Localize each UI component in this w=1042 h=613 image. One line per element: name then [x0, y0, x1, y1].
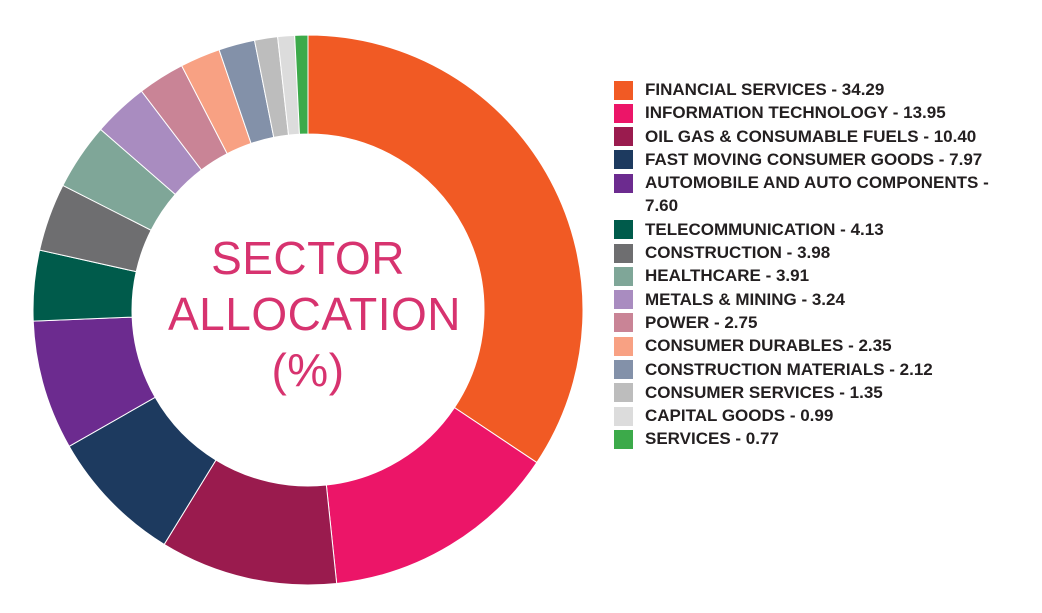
legend-item: CONSTRUCTION - 3.98: [614, 241, 1026, 264]
legend-label: CAPITAL GOODS: [645, 406, 786, 426]
legend-swatch: [614, 406, 633, 426]
legend-value: 4.13: [850, 219, 884, 239]
legend-item: SERVICES - 0.77: [614, 427, 1026, 450]
legend-swatch: [614, 127, 633, 147]
legend-value: 1.35: [849, 382, 883, 402]
legend-swatch: [614, 266, 633, 286]
legend-label: CONSUMER DURABLES: [645, 336, 844, 356]
legend-value: 0.77: [745, 429, 779, 449]
legend-value: 2.35: [858, 336, 892, 356]
legend-separator: -: [781, 243, 798, 263]
legend-swatch: [614, 383, 633, 403]
legend-item: OIL GAS & CONSUMABLE FUELS - 10.40: [614, 125, 1026, 148]
legend-value: 10.40: [933, 126, 977, 146]
legend-label: POWER: [645, 312, 710, 332]
legend-value: 13.95: [903, 103, 946, 123]
legend-value: 7.97: [949, 149, 983, 169]
legend-swatch: [614, 103, 633, 123]
legend-label: CONSTRUCTION: [645, 243, 782, 263]
legend-label: CONSTRUCTION MATERIALS: [645, 359, 885, 379]
legend-value: 7.60: [645, 196, 679, 216]
legend-separator: -: [934, 149, 950, 169]
legend-separator: -: [760, 266, 776, 286]
legend-item: TELECOMMUNICATION - 4.13: [614, 218, 1026, 241]
legend-separator: -: [835, 219, 851, 239]
legend-value: 2.12: [899, 359, 933, 379]
legend-item: CAPITAL GOODS - 0.99: [614, 404, 1026, 427]
legend-swatch: [614, 220, 633, 240]
legend-swatch: [614, 80, 633, 100]
legend-item: INFORMATION TECHNOLOGY - 13.95: [614, 101, 1026, 124]
legend-swatch: [614, 336, 633, 356]
legend-separator: -: [884, 359, 900, 379]
legend-value: 3.24: [811, 289, 845, 309]
legend-swatch: [614, 290, 633, 310]
legend-label: TELECOMMUNICATION: [645, 219, 836, 239]
legend-label: FAST MOVING CONSUMER GOODS: [645, 149, 935, 169]
legend: FINANCIAL SERVICES - 34.29 INFORMATION TE…: [614, 78, 1026, 451]
donut-slice: [294, 34, 309, 135]
donut-slice: [307, 34, 584, 464]
legend-separator: -: [730, 429, 746, 449]
legend-item: CONSUMER DURABLES - 2.35: [614, 334, 1026, 357]
legend-item: CONSUMER SERVICES - 1.35: [614, 381, 1026, 404]
legend-swatch: [614, 150, 633, 170]
legend-item: METALS & MINING - 3.24: [614, 288, 1026, 311]
legend-separator: -: [796, 289, 812, 309]
legend-swatch: [614, 313, 633, 333]
legend-item: POWER - 2.75: [614, 311, 1026, 334]
legend-item: FINANCIAL SERVICES - 34.29: [614, 78, 1026, 101]
legend-value: 2.75: [724, 312, 758, 332]
legend-label: CONSUMER SERVICES: [645, 382, 835, 402]
legend-label: OIL GAS & CONSUMABLE FUELS: [645, 126, 919, 146]
legend-item: CONSTRUCTION MATERIALS - 2.12: [614, 358, 1026, 381]
legend-item: AUTOMOBILE AND AUTO COMPONENTS - 7.60: [614, 171, 1026, 218]
legend-separator: -: [834, 382, 850, 402]
legend-separator: -: [843, 336, 859, 356]
legend-separator: -: [826, 80, 842, 99]
legend-value: 3.91: [775, 266, 810, 286]
legend-label: AUTOMOBILE AND AUTO COMPONENTS: [645, 173, 979, 193]
legend-separator: -: [888, 103, 904, 123]
legend-label: FINANCIAL SERVICES: [645, 80, 827, 99]
legend-label: INFORMATION TECHNOLOGY: [645, 103, 889, 123]
chart-title: SECTOR ALLOCATION (%): [168, 232, 461, 396]
legend-value: 34.29: [841, 80, 885, 99]
legend-label: HEALTHCARE: [645, 266, 761, 286]
legend-item: FAST MOVING CONSUMER GOODS - 7.97: [614, 148, 1026, 171]
legend-separator: -: [918, 126, 934, 146]
legend-value: 0.99: [800, 406, 834, 426]
legend-value: 3.98: [797, 243, 831, 263]
legend-item: HEALTHCARE - 3.91: [614, 264, 1026, 287]
legend-swatch: [614, 173, 633, 193]
legend-swatch: [614, 429, 633, 449]
legend-separator: -: [709, 312, 725, 332]
legend-swatch: [614, 360, 633, 380]
legend-label: SERVICES: [645, 429, 731, 449]
legend-separator: -: [978, 173, 994, 193]
legend-label: METALS & MINING: [645, 289, 797, 309]
legend-swatch: [614, 243, 633, 263]
legend-separator: -: [785, 406, 801, 426]
